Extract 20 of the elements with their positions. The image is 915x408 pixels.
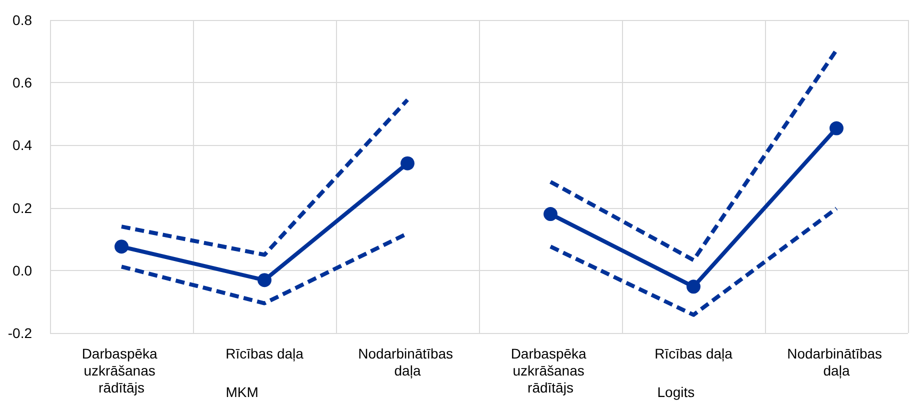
point <box>114 240 128 254</box>
y-tick-label: 0.8 <box>12 12 32 28</box>
point <box>258 273 272 288</box>
point <box>830 121 844 136</box>
text: MKM <box>226 384 258 400</box>
x-tick-label: Rīcības daļa <box>226 346 304 362</box>
x-tick-label: Nodarbinātības daļa <box>358 346 457 378</box>
y-tick-label: -0.2 <box>8 325 32 341</box>
y-tick-label: 0.6 <box>12 74 32 91</box>
x-tick-label: Darbaspēka uzkrāšanas rādītājs <box>510 346 590 396</box>
y-tick-label: 0.0 <box>12 262 32 278</box>
y-tick-label: 0.4 <box>12 137 32 154</box>
point <box>686 280 700 294</box>
point <box>400 156 414 170</box>
x-tick-label: Rīcības daļa <box>654 346 733 362</box>
x-tick-label: Darbaspēka uzkrāšanas rādītājs <box>82 346 162 396</box>
text: Logits <box>657 384 695 400</box>
y-tick-label: 0.2 <box>12 200 32 216</box>
x-tick-label: Nodarbinātības daļa <box>787 346 886 378</box>
point <box>544 207 558 222</box>
